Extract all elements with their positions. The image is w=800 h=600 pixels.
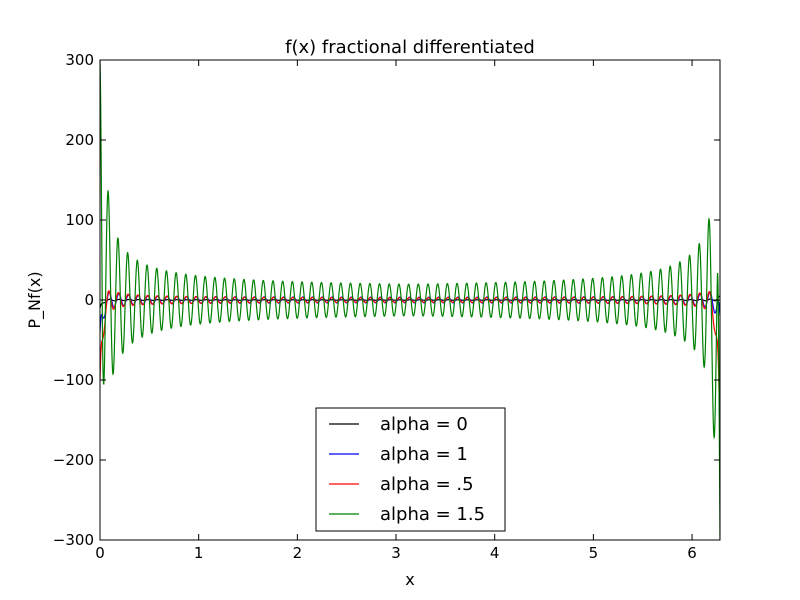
- x-tick-label: 0: [95, 544, 105, 562]
- legend-label-3: alpha = 1.5: [380, 504, 485, 525]
- y-tick-label: 100: [65, 211, 94, 229]
- y-tick-label: −200: [53, 451, 94, 469]
- y-tick-label: −100: [53, 371, 94, 389]
- x-tick-label: 5: [589, 544, 599, 562]
- series-line-3: [100, 60, 720, 540]
- x-tick-label: 4: [490, 544, 500, 562]
- y-tick-label: −300: [53, 531, 94, 549]
- legend-label-0: alpha = 0: [380, 414, 468, 435]
- y-tick-label: 200: [65, 131, 94, 149]
- chart-title: f(x) fractional differentiated: [285, 37, 535, 58]
- x-tick-label: 2: [293, 544, 303, 562]
- y-tick-label: 300: [65, 51, 94, 69]
- x-tick-label: 1: [194, 544, 204, 562]
- y-tick-label: 0: [84, 291, 94, 309]
- legend-label-2: alpha = .5: [380, 474, 474, 495]
- legend: alpha = 0 alpha = 1 alpha = .5 alpha = 1.5: [315, 407, 506, 532]
- series-layer: [100, 60, 720, 540]
- legend-box: [315, 407, 506, 532]
- x-tick-label: 6: [687, 544, 697, 562]
- legend-label-1: alpha = 1: [380, 444, 468, 465]
- y-axis-label: P_Nf(x): [25, 271, 45, 328]
- x-axis-label: x: [405, 570, 414, 589]
- tick-layer: 0 1 2 3 4 5 6 −300 −200 −100 0 100 200 300: [53, 51, 720, 562]
- x-tick-label: 3: [391, 544, 401, 562]
